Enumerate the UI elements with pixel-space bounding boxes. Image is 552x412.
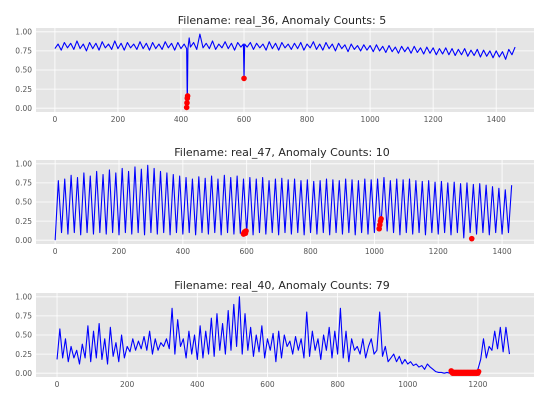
x-tick-label: 1000 [398, 380, 417, 389]
anomaly-point [468, 235, 475, 242]
series-layer [54, 33, 516, 105]
x-tick-label: 1000 [365, 247, 384, 256]
y-tick-label: 0.75 [15, 47, 32, 56]
anomaly-point [243, 228, 249, 234]
subplot-real-36: Filename: real_36, Anomaly Counts: 5 0.0… [15, 14, 534, 124]
subplot-title: Filename: real_47, Anomaly Counts: 10 [174, 146, 389, 159]
x-tick-label: 800 [303, 247, 318, 256]
y-tick-label: 0.25 [15, 217, 32, 226]
tick-layer: 0.00 0.25 0.50 0.75 1.00 0 200 400 600 800 1000 120… [15, 28, 506, 124]
x-tick-label: 600 [237, 115, 252, 124]
anomaly-layer [183, 75, 247, 111]
y-tick-label: 1.00 [15, 293, 32, 302]
y-tick-label: 0.25 [15, 350, 32, 359]
x-tick-label: 1400 [487, 115, 506, 124]
anomaly-point [378, 216, 384, 222]
y-tick-label: 0.00 [15, 369, 32, 378]
y-tick-label: 1.00 [15, 160, 32, 169]
subplot-title: Filename: real_36, Anomaly Counts: 5 [178, 14, 386, 27]
y-tick-label: 0.50 [15, 198, 32, 207]
series-line [56, 296, 510, 374]
x-tick-label: 1200 [424, 115, 443, 124]
y-tick-label: 0.50 [15, 66, 32, 75]
y-tick-label: 0.50 [15, 331, 32, 340]
x-tick-label: 800 [330, 380, 345, 389]
anomaly-point [241, 75, 247, 82]
x-tick-label: 0 [53, 247, 58, 256]
x-tick-label: 0 [53, 115, 58, 124]
x-tick-label: 600 [240, 247, 255, 256]
x-tick-label: 1200 [468, 380, 487, 389]
x-tick-label: 0 [55, 380, 60, 389]
x-tick-label: 400 [176, 247, 191, 256]
anomaly-point [184, 100, 190, 106]
subplot-title: Filename: real_40, Anomaly Counts: 79 [174, 279, 389, 292]
subplot-real-40: Filename: real_40, Anomaly Counts: 79 0.… [15, 279, 534, 389]
y-tick-label: 0.75 [15, 312, 32, 321]
x-tick-label: 200 [112, 247, 127, 256]
x-tick-label: 1200 [429, 247, 448, 256]
series-layer [56, 296, 510, 374]
anomaly-point [183, 104, 190, 111]
x-tick-label: 200 [111, 115, 126, 124]
series-layer [54, 164, 513, 241]
subplot-real-47: Filename: real_47, Anomaly Counts: 10 0.… [15, 146, 534, 256]
grid-layer [36, 160, 534, 244]
anomaly-point [184, 93, 191, 99]
x-tick-label: 600 [260, 380, 275, 389]
anomaly-point [475, 368, 482, 375]
x-tick-label: 800 [300, 115, 315, 124]
x-tick-label: 400 [174, 115, 189, 124]
anomaly-layer [448, 368, 482, 376]
anomaly-layer [240, 216, 475, 242]
tick-layer: 0.00 0.25 0.50 0.75 1.00 0 200 400 600 800 1000 120… [15, 160, 512, 256]
y-tick-label: 0.75 [15, 179, 32, 188]
tick-layer: 0.00 0.25 0.50 0.75 1.00 0 200 400 600 800 1000 120… [15, 293, 487, 389]
y-tick-label: 1.00 [15, 28, 32, 37]
y-tick-label: 0.00 [15, 104, 32, 113]
series-line [54, 33, 516, 105]
x-tick-label: 200 [120, 380, 135, 389]
series-line [54, 164, 513, 241]
x-tick-label: 1000 [361, 115, 380, 124]
y-tick-label: 0.00 [15, 236, 32, 245]
x-tick-label: 1400 [493, 247, 512, 256]
x-tick-label: 400 [190, 380, 205, 389]
y-tick-label: 0.25 [15, 85, 32, 94]
